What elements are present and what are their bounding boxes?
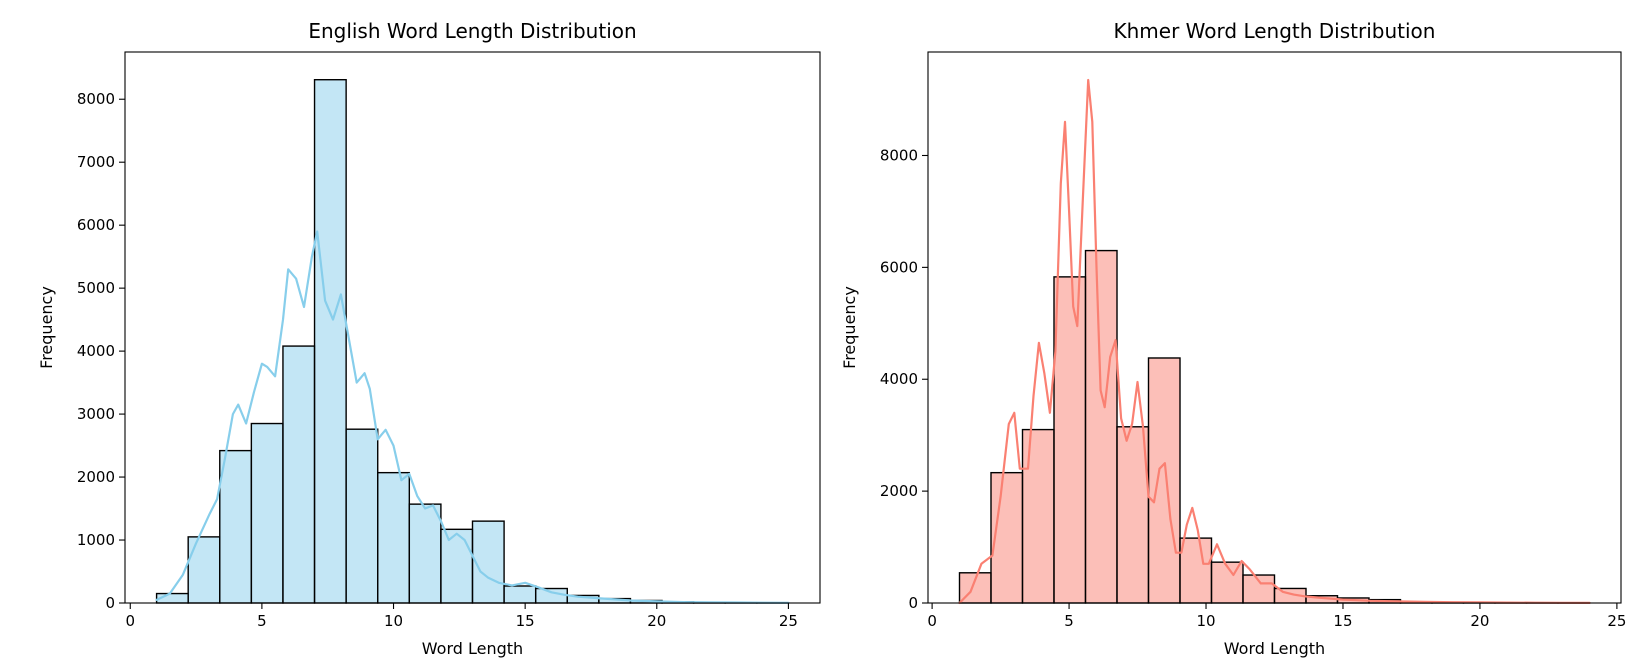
histogram-bar (345, 428, 379, 604)
y-tick-label: 4000 (77, 342, 115, 360)
histogram-bar (408, 503, 442, 604)
x-tick-label: 20 (1470, 612, 1489, 630)
y-tick-label: 2000 (77, 468, 115, 486)
khmer-histogram-panel: 0 5 10 15 20 25 0 2000 4000 6000 8000 Khmer Word … (840, 19, 1626, 658)
x-axis-label: Word Length (422, 639, 523, 658)
histogram-bar (1179, 537, 1213, 604)
y-tick-label: 0 (105, 594, 115, 612)
y-axis-ticks: 0 1000 2000 3000 4000 5000 6000 7000 8000 (77, 90, 125, 612)
x-tick-label: 0 (927, 612, 937, 630)
y-tick-label: 5000 (77, 279, 115, 297)
x-tick-label: 20 (647, 612, 666, 630)
histogram-bar (990, 471, 1024, 604)
x-axis-ticks: 0 5 10 15 20 25 (927, 603, 1626, 630)
histogram-bar (1147, 357, 1181, 604)
y-tick-label: 7000 (77, 153, 115, 171)
kde-curve (958, 78, 1591, 605)
y-tick-label: 8000 (880, 146, 918, 164)
histogram-bar (503, 585, 537, 604)
histogram-bar (219, 449, 253, 604)
x-axis-label: Word Length (1224, 639, 1325, 658)
chart-title: English Word Length Distribution (308, 19, 636, 43)
x-tick-label: 5 (1064, 612, 1074, 630)
histogram-bar (440, 528, 474, 604)
english-histogram-panel: 0 5 10 15 20 25 0 1000 2000 3000 4000 5000 6000 7000… (37, 19, 821, 658)
y-tick-label: 4000 (880, 370, 918, 388)
axes-frame (124, 51, 821, 604)
y-axis-label: Frequency (840, 286, 859, 369)
x-tick-label: 15 (1333, 612, 1352, 630)
y-tick-label: 6000 (77, 216, 115, 234)
y-tick-label: 2000 (880, 482, 918, 500)
y-tick-label: 3000 (77, 405, 115, 423)
histogram-bar (377, 471, 411, 604)
histogram-bar (187, 536, 221, 604)
x-tick-label: 15 (516, 612, 535, 630)
x-tick-label: 0 (125, 612, 135, 630)
y-axis-label: Frequency (37, 286, 56, 369)
histogram-bar (534, 587, 568, 604)
histogram-bar (1021, 428, 1055, 604)
histogram-bar (282, 345, 316, 604)
y-axis-ticks: 0 2000 4000 6000 8000 (880, 146, 928, 612)
x-tick-label: 10 (384, 612, 403, 630)
axes-frame (927, 51, 1622, 604)
histogram-bars (155, 79, 790, 604)
y-tick-label: 8000 (77, 90, 115, 108)
x-tick-label: 25 (1607, 612, 1626, 630)
x-tick-label: 5 (257, 612, 267, 630)
histogram-bar (313, 79, 347, 604)
histogram-bar (1116, 426, 1150, 604)
kde-curve (155, 230, 790, 604)
y-tick-label: 0 (908, 594, 918, 612)
chart-title: Khmer Word Length Distribution (1114, 19, 1436, 43)
x-tick-label: 25 (779, 612, 798, 630)
x-tick-label: 10 (1196, 612, 1215, 630)
histogram-bar (1053, 276, 1087, 604)
histogram-bar (471, 520, 505, 604)
y-tick-label: 1000 (77, 531, 115, 549)
x-axis-ticks: 0 5 10 15 20 25 (125, 603, 798, 630)
histogram-bar (250, 422, 284, 604)
histogram-bar (1084, 249, 1118, 604)
y-tick-label: 6000 (880, 258, 918, 276)
